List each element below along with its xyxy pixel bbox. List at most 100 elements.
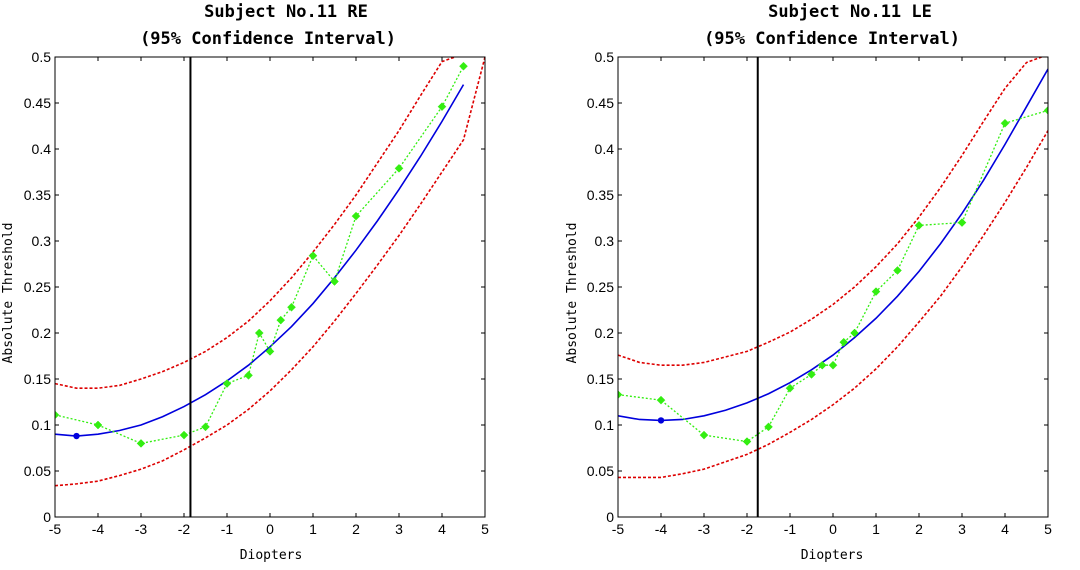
plot-area: [618, 57, 1048, 517]
plot-series-group: [55, 57, 485, 487]
data-point-marker: [201, 422, 210, 432]
data-point-marker: [1000, 118, 1010, 128]
y-tick-label: 0.5: [32, 49, 52, 65]
x-tick-label: -1: [221, 521, 234, 537]
chart-right-eye: Subject No.11 RE (95% Confidence Interva…: [1, 2, 489, 563]
x-axis-label: Diopters: [801, 548, 864, 563]
series-line-upper: [618, 57, 1042, 367]
data-point-marker: [459, 61, 468, 71]
data-point-marker: [265, 347, 275, 356]
y-tick-label: 0.25: [24, 279, 51, 295]
x-tick-label: 4: [1001, 521, 1009, 537]
x-axis-label: Diopters: [240, 548, 303, 563]
data-point-marker: [850, 328, 859, 338]
data-point-marker: [764, 422, 773, 432]
plot-area: [55, 57, 485, 517]
data-point-marker: [136, 439, 146, 448]
minimum-point-marker: [73, 432, 80, 440]
data-point-marker: [957, 218, 967, 227]
y-tick-label: 0.35: [587, 187, 614, 203]
data-point-marker: [93, 420, 103, 430]
y-tick-label: 0.2: [32, 325, 52, 341]
chart-left-eye: Subject No.11 LE (95% Confidence Interva…: [565, 2, 1052, 563]
y-tick-label: 0.3: [32, 233, 52, 249]
data-point-marker: [244, 370, 253, 380]
x-tick-label: 1: [309, 521, 317, 537]
y-tick-label: 0.1: [32, 417, 52, 433]
y-tick-label: 0.1: [595, 417, 615, 433]
data-point-marker: [351, 211, 361, 221]
data-point-marker: [699, 430, 709, 440]
series-line-lower: [55, 57, 485, 487]
y-tick-label: 0.05: [587, 463, 614, 479]
data-point-marker: [839, 337, 849, 347]
x-tick-label: 5: [481, 521, 489, 537]
data-point-marker: [276, 315, 286, 325]
data-point-marker: [287, 302, 296, 312]
y-tick-label: 0.05: [24, 463, 51, 479]
x-tick-label: -4: [92, 521, 105, 537]
x-tick-label: -2: [178, 521, 191, 537]
y-tick-label: 0.15: [587, 371, 614, 387]
y-axis-label: Absolute Threshold: [565, 223, 580, 364]
data-point-marker: [807, 370, 816, 379]
data-point-marker: [893, 266, 902, 275]
y-tick-label: 0.4: [595, 141, 615, 157]
data-point-marker: [179, 430, 189, 440]
x-tick-label: 4: [438, 521, 446, 537]
y-tick-label: 0.3: [595, 233, 615, 249]
x-tick-label: -5: [49, 521, 62, 537]
data-point-marker: [1043, 106, 1048, 115]
y-tick-label: 0.4: [32, 141, 52, 157]
data-point-marker: [914, 221, 924, 230]
x-tick-label: 1: [872, 521, 880, 537]
plot-series-group: [618, 57, 1048, 479]
x-tick-label: -1: [784, 521, 797, 537]
y-axis-label: Absolute Threshold: [1, 223, 16, 364]
x-tick-label: -5: [612, 521, 625, 537]
data-point-marker: [437, 102, 447, 112]
x-tick-label: -2: [741, 521, 754, 537]
data-point-marker: [330, 277, 339, 286]
data-point-marker: [828, 360, 838, 370]
data-point-marker: [394, 163, 404, 173]
data-point-marker: [871, 287, 881, 296]
y-tick-label: 0.25: [587, 279, 614, 295]
data-point-marker: [817, 360, 827, 370]
y-tick-label: 0.15: [24, 371, 51, 387]
y-tick-label: 0: [43, 509, 51, 525]
data-point-marker: [308, 251, 318, 261]
chart-subtitle: (95% Confidence Interval): [140, 29, 396, 49]
x-tick-label: -3: [135, 521, 148, 537]
x-tick-label: 0: [829, 521, 837, 537]
x-tick-label: 0: [266, 521, 274, 537]
y-tick-label: 0: [606, 509, 614, 525]
y-tick-label: 0.45: [24, 95, 51, 111]
y-tick-label: 0.5: [595, 49, 615, 65]
x-tick-label: -4: [655, 521, 668, 537]
chart-title: Subject No.11 RE: [204, 2, 368, 22]
data-point-marker: [222, 379, 232, 388]
x-tick-label: 3: [395, 521, 403, 537]
minimum-point-marker: [657, 417, 665, 424]
data-point-marker: [254, 328, 264, 338]
y-tick-label: 0.45: [587, 95, 614, 111]
series-line-upper: [55, 57, 456, 390]
data-point-marker: [618, 390, 623, 399]
y-tick-label: 0.35: [24, 187, 51, 203]
data-point-marker: [656, 395, 666, 405]
y-tick-label: 0.2: [595, 325, 615, 341]
x-tick-label: 5: [1044, 521, 1052, 537]
x-tick-label: 3: [958, 521, 966, 537]
series-line-fit: [618, 68, 1048, 422]
series-line-data: [55, 65, 465, 445]
data-point-marker: [785, 383, 795, 393]
chart-subtitle: (95% Confidence Interval): [704, 29, 960, 49]
chart-title: Subject No.11 LE: [768, 2, 932, 22]
series-line-fit: [55, 84, 465, 437]
data-point-marker: [742, 437, 752, 446]
series-line-lower: [618, 130, 1048, 479]
data-point-marker: [55, 410, 60, 420]
x-tick-label: 2: [915, 521, 923, 537]
